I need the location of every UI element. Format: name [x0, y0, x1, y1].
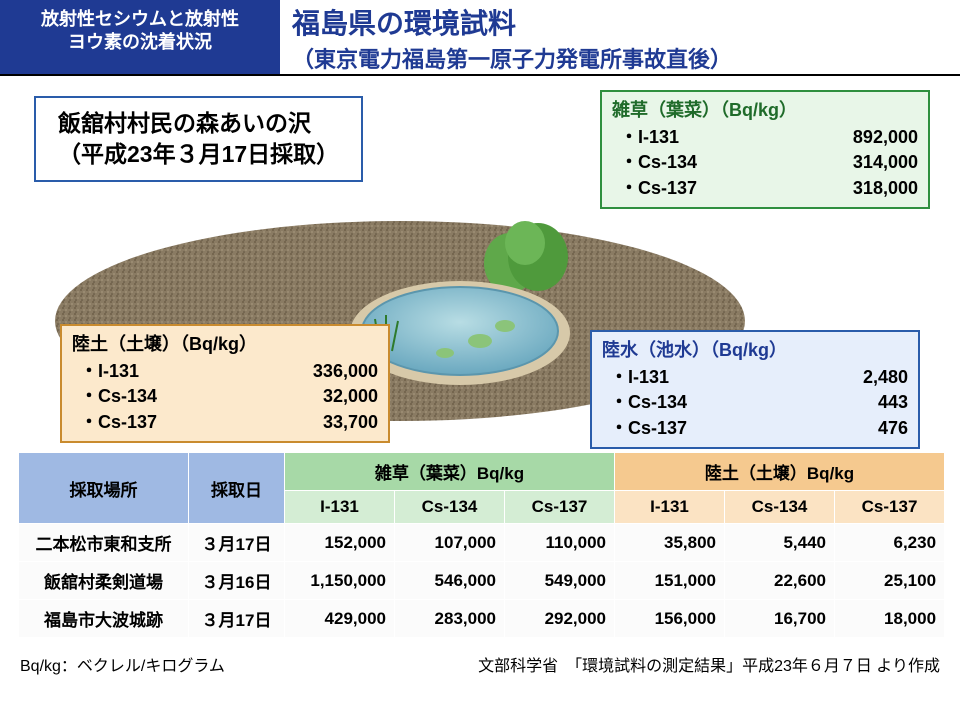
- title-main: 福島県の環境試料: [292, 2, 952, 42]
- callout-soil: 陸土（土壌）（Bq/kg） ・I-131336,000 ・Cs-13432,00…: [60, 324, 390, 443]
- callout-row: ・Cs-13733,700: [72, 410, 378, 435]
- table-cell: ３月16日: [189, 562, 285, 600]
- table-cell: ３月17日: [189, 524, 285, 562]
- table-cell: 152,000: [285, 524, 395, 562]
- callout-row: ・Cs-13432,000: [72, 384, 378, 409]
- callout-water-title: 陸水（池水）（Bq/kg）: [602, 338, 908, 363]
- callout-row: ・I-131892,000: [612, 125, 918, 150]
- callout-row: ・I-1312,480: [602, 365, 908, 390]
- table-cell: 飯舘村柔剣道場: [19, 562, 189, 600]
- table-cell: 156,000: [615, 600, 725, 638]
- callout-weed-title: 雑草（葉菜）（Bq/kg）: [612, 98, 918, 123]
- callout-row: ・I-131336,000: [72, 359, 378, 384]
- table-row: 福島市大波城跡３月17日429,000283,000292,000156,000…: [19, 600, 945, 638]
- footer-unit: Bq/kg：ベクレル/キログラム: [20, 652, 225, 676]
- table-cell: 549,000: [505, 562, 615, 600]
- table-cell: 6,230: [835, 524, 945, 562]
- sample-site-line2: （平成23年３月17日採取）: [58, 139, 339, 170]
- th-i131: I-131: [615, 491, 725, 524]
- lilypad-icon: [468, 334, 492, 348]
- th-date: 採取日: [189, 453, 285, 524]
- table-cell: 546,000: [395, 562, 505, 600]
- th-weed-group: 雑草（葉菜）Bq/kg: [285, 453, 615, 491]
- banner-line1: 放射性セシウムと放射性: [12, 8, 268, 31]
- data-table: 採取場所 採取日 雑草（葉菜）Bq/kg 陸土（土壌）Bq/kg I-131 C…: [18, 452, 945, 638]
- footer: Bq/kg：ベクレル/キログラム 文部科学省 「環境試料の測定結果」平成23年６…: [0, 638, 960, 676]
- callout-row: ・Cs-137318,000: [612, 176, 918, 201]
- header: 放射性セシウムと放射性 ヨウ素の沈着状況 福島県の環境試料 （東京電力福島第一原…: [0, 0, 960, 76]
- table-cell: 292,000: [505, 600, 615, 638]
- illustration-stage: 飯舘村村民の森あいの沢 （平成23年３月17日採取）: [0, 76, 960, 446]
- table-cell: 22,600: [725, 562, 835, 600]
- table-cell: 16,700: [725, 600, 835, 638]
- footer-source: 文部科学省 「環境試料の測定結果」平成23年６月７日 より作成: [478, 652, 940, 676]
- table-cell: 429,000: [285, 600, 395, 638]
- title-area: 福島県の環境試料 （東京電力福島第一原子力発電所事故直後）: [280, 0, 960, 74]
- sample-site-label: 飯舘村村民の森あいの沢 （平成23年３月17日採取）: [34, 96, 363, 182]
- th-cs137: Cs-137: [835, 491, 945, 524]
- callout-row: ・Cs-137476: [602, 416, 908, 441]
- th-soil-group: 陸土（土壌）Bq/kg: [615, 453, 945, 491]
- table-row: 二本松市東和支所３月17日152,000107,000110,00035,800…: [19, 524, 945, 562]
- banner: 放射性セシウムと放射性 ヨウ素の沈着状況: [0, 0, 280, 74]
- table-cell: 151,000: [615, 562, 725, 600]
- table-cell: 25,100: [835, 562, 945, 600]
- table-cell: ３月17日: [189, 600, 285, 638]
- title-sub: （東京電力福島第一原子力発電所事故直後）: [292, 42, 952, 74]
- banner-line2: ヨウ素の沈着状況: [12, 31, 268, 54]
- table-cell: 35,800: [615, 524, 725, 562]
- th-cs134: Cs-134: [725, 491, 835, 524]
- table-cell: 5,440: [725, 524, 835, 562]
- callout-row: ・Cs-134314,000: [612, 150, 918, 175]
- table-cell: 二本松市東和支所: [19, 524, 189, 562]
- lilypad-icon: [495, 320, 515, 332]
- callout-row: ・Cs-134443: [602, 390, 908, 415]
- th-location: 採取場所: [19, 453, 189, 524]
- callout-soil-title: 陸土（土壌）（Bq/kg）: [72, 332, 378, 357]
- th-cs134: Cs-134: [395, 491, 505, 524]
- table-cell: 1,150,000: [285, 562, 395, 600]
- th-cs137: Cs-137: [505, 491, 615, 524]
- th-i131: I-131: [285, 491, 395, 524]
- sample-site-line1: 飯舘村村民の森あいの沢: [58, 108, 339, 139]
- table-cell: 110,000: [505, 524, 615, 562]
- lilypad-icon: [436, 348, 454, 358]
- table-cell: 283,000: [395, 600, 505, 638]
- callout-water: 陸水（池水）（Bq/kg） ・I-1312,480 ・Cs-134443 ・Cs…: [590, 330, 920, 449]
- table-cell: 福島市大波城跡: [19, 600, 189, 638]
- table-cell: 107,000: [395, 524, 505, 562]
- callout-weed: 雑草（葉菜）（Bq/kg） ・I-131892,000 ・Cs-134314,0…: [600, 90, 930, 209]
- table-cell: 18,000: [835, 600, 945, 638]
- pond-water: [362, 287, 558, 375]
- table-row: 飯舘村柔剣道場３月16日1,150,000546,000549,000151,0…: [19, 562, 945, 600]
